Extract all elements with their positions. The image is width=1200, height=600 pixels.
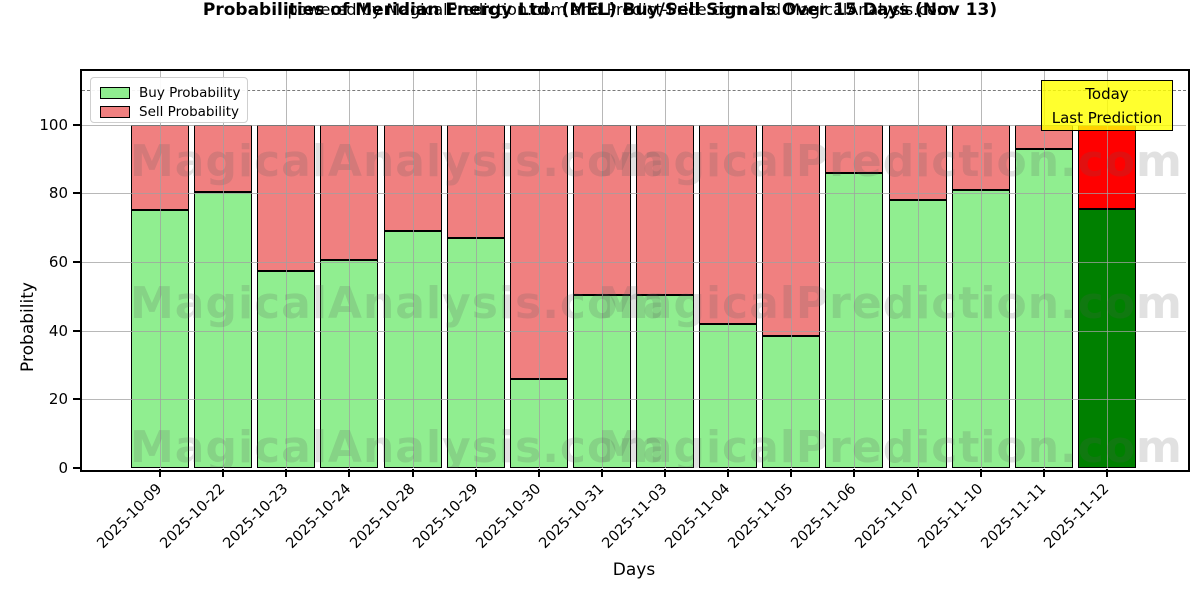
vertical-gridline [1043, 71, 1045, 468]
y-tick-mark [73, 192, 81, 195]
vertical-gridline [854, 71, 856, 468]
vertical-gridline [538, 71, 540, 468]
y-tick-label: 20 [48, 390, 68, 409]
vertical-gridline [1107, 71, 1108, 468]
x-tick-mark [285, 469, 288, 477]
legend-swatch-buy [100, 86, 130, 99]
legend-item-sell: Sell Probability [100, 102, 247, 121]
annotation-today-box: Today Last Prediction [1041, 80, 1173, 131]
y-tick-label: 100 [39, 115, 68, 134]
chart-subtitle: powered by MagicalPrediction.com and Pre… [287, 0, 953, 19]
vertical-gridline [412, 71, 414, 468]
y-tick-label: 80 [48, 184, 68, 203]
vertical-gridline [791, 71, 793, 468]
legend: Buy Probability Sell Probability [90, 77, 248, 123]
y-tick-mark [73, 123, 81, 126]
watermark-text: MagicalPrediction.com [598, 136, 1183, 187]
threshold-dashed-line [82, 90, 1186, 92]
watermark-layer: MagicalAnalysis.com MagicalPrediction.com… [82, 71, 1186, 468]
chart-title: Probabilities of Meridian Energy Ltd. (M… [202, 0, 998, 20]
vertical-gridline [728, 71, 730, 468]
x-tick-mark [474, 469, 477, 477]
x-tick-mark [916, 469, 919, 477]
vertical-gridline [349, 71, 351, 468]
watermark-text: MagicalAnalysis.com [130, 136, 666, 187]
x-tick-mark [411, 469, 414, 477]
vertical-gridline [601, 71, 603, 468]
x-axis-label: Days [612, 560, 656, 580]
y-tick-mark [73, 467, 81, 469]
y-tick-label: 60 [48, 252, 68, 271]
x-tick-mark [222, 469, 225, 477]
y-tick-mark [73, 329, 81, 332]
x-tick-mark [727, 469, 730, 477]
y-tick-mark [73, 260, 81, 263]
vertical-gridline [665, 71, 666, 468]
horizontal-gridline [82, 330, 1186, 332]
horizontal-gridline [82, 193, 1186, 195]
x-tick-mark [600, 469, 603, 477]
x-tick-mark [1106, 469, 1108, 477]
x-tick-mark [348, 469, 351, 477]
legend-item-buy: Buy Probability [100, 83, 247, 102]
legend-swatch-sell [100, 105, 130, 118]
vertical-gridline [980, 71, 982, 468]
y-axis-label: Probability [18, 282, 38, 372]
legend-label-sell: Sell Probability [139, 103, 240, 120]
horizontal-gridline [82, 261, 1186, 263]
x-tick-mark [979, 469, 982, 477]
horizontal-gridline [82, 399, 1186, 401]
annotation-line-1: Today [1085, 84, 1129, 103]
vertical-gridline [223, 71, 225, 468]
x-tick-mark [1042, 469, 1045, 477]
y-tick-mark [73, 398, 81, 401]
vertical-gridline [917, 71, 919, 468]
watermark-text: MagicalPrediction.com [598, 278, 1183, 329]
watermark-text: MagicalPrediction.com [598, 422, 1183, 468]
horizontal-gridline [82, 124, 1186, 126]
y-tick-label: 0 [58, 459, 68, 477]
x-tick-mark [664, 469, 666, 477]
plot-area: MagicalAnalysis.com MagicalPrediction.com… [82, 71, 1186, 468]
x-tick-mark [853, 469, 856, 477]
watermark-text: MagicalAnalysis.com [130, 422, 666, 468]
vertical-gridline [160, 71, 161, 468]
x-tick-mark [537, 469, 540, 477]
annotation-line-2: Last Prediction [1051, 108, 1163, 127]
vertical-gridline [286, 71, 288, 468]
y-tick-label: 40 [48, 321, 68, 340]
legend-label-buy: Buy Probability [139, 84, 241, 101]
x-tick-mark [790, 469, 793, 477]
vertical-gridline [475, 71, 477, 468]
watermark-text: MagicalAnalysis.com [130, 278, 666, 329]
x-tick-mark [159, 469, 161, 477]
